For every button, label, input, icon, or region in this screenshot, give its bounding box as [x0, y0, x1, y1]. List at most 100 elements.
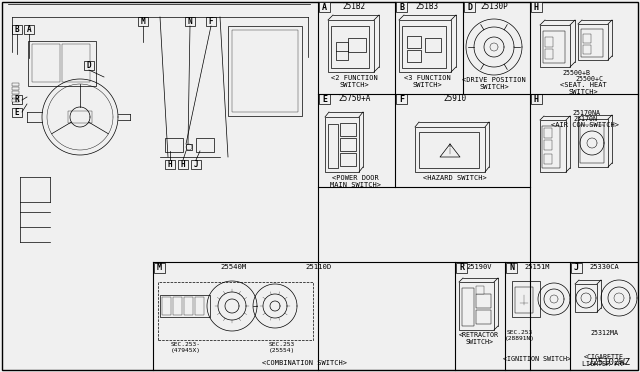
Bar	[24, 25, 34, 34]
Text: <POWER DOOR
MAIN SWITCH>: <POWER DOOR MAIN SWITCH>	[330, 175, 381, 188]
Text: J: J	[194, 160, 198, 169]
Bar	[191, 160, 201, 169]
Bar	[348, 38, 366, 52]
Bar	[228, 26, 302, 116]
Text: R: R	[15, 95, 19, 104]
Bar	[544, 140, 552, 150]
Text: J25102WZ: J25102WZ	[587, 358, 630, 367]
Text: <RETRACTOR
SWITCH>: <RETRACTOR SWITCH>	[459, 332, 499, 345]
Text: 25500+C: 25500+C	[575, 76, 603, 82]
Bar	[138, 17, 148, 26]
Bar	[331, 26, 369, 68]
Bar	[162, 297, 171, 315]
Text: H: H	[180, 160, 186, 169]
Bar	[173, 297, 182, 315]
Bar	[540, 120, 566, 172]
Text: M: M	[157, 263, 162, 273]
Text: 25190V: 25190V	[467, 264, 492, 270]
Bar	[336, 42, 348, 60]
Bar	[407, 36, 421, 48]
Bar	[328, 20, 374, 72]
Text: 251B2: 251B2	[342, 2, 365, 11]
Text: <3 FUNCTION
SWITCH>: <3 FUNCTION SWITCH>	[404, 75, 451, 88]
Bar	[580, 125, 604, 163]
Text: <COMBINATION SWITCH>: <COMBINATION SWITCH>	[262, 360, 348, 366]
Bar	[196, 138, 214, 152]
Text: A: A	[27, 25, 31, 34]
Bar	[575, 284, 597, 312]
Bar	[68, 111, 92, 123]
Text: 25910: 25910	[444, 94, 467, 103]
Bar	[545, 49, 553, 59]
Bar	[459, 282, 494, 330]
Bar	[325, 117, 359, 172]
Text: <IGNITION SWITCH>: <IGNITION SWITCH>	[503, 356, 571, 362]
Text: SEC.253-
(47945X): SEC.253- (47945X)	[171, 342, 201, 353]
Bar	[232, 30, 298, 112]
Text: H: H	[534, 94, 539, 103]
Text: R: R	[459, 263, 464, 273]
Bar	[184, 297, 193, 315]
Bar	[328, 124, 338, 168]
Text: B: B	[399, 3, 404, 12]
Text: 25312MA: 25312MA	[590, 330, 618, 336]
Bar	[571, 263, 582, 273]
Bar	[462, 288, 474, 326]
Bar	[407, 50, 421, 62]
Bar	[340, 138, 356, 151]
Bar	[12, 95, 19, 98]
Bar	[476, 310, 491, 324]
Bar	[340, 123, 356, 136]
Text: D: D	[86, 61, 92, 70]
Bar	[178, 160, 188, 169]
Bar	[396, 94, 407, 104]
Bar	[12, 83, 19, 86]
Text: 25330CA: 25330CA	[589, 264, 619, 270]
Text: <CIGARETTE
LIGHTER FR>: <CIGARETTE LIGHTER FR>	[582, 354, 626, 367]
Bar	[160, 295, 210, 317]
Text: N: N	[188, 17, 192, 26]
Text: M: M	[141, 17, 145, 26]
Text: 25130P: 25130P	[480, 2, 508, 11]
Text: SEC.253
(28891N): SEC.253 (28891N)	[505, 330, 535, 341]
Bar	[581, 29, 603, 57]
Bar	[206, 17, 216, 26]
Text: <SEAT. HEAT
SWITCH>: <SEAT. HEAT SWITCH>	[559, 82, 606, 95]
Bar	[340, 153, 356, 166]
Text: D: D	[467, 3, 472, 12]
Bar	[84, 61, 94, 70]
Text: 25151M: 25151M	[524, 264, 550, 270]
Bar	[165, 160, 175, 169]
Text: H: H	[168, 160, 172, 169]
Text: 25110D: 25110D	[305, 264, 332, 270]
Bar	[476, 286, 484, 294]
Text: 25500+B: 25500+B	[562, 70, 590, 76]
Text: H: H	[534, 3, 539, 12]
Bar	[12, 95, 22, 104]
Bar	[12, 87, 19, 90]
Bar	[319, 94, 330, 104]
Text: SEC.253
(25554): SEC.253 (25554)	[269, 342, 295, 353]
Bar	[545, 37, 553, 47]
Text: 25170N: 25170N	[573, 116, 597, 122]
Text: B: B	[15, 25, 19, 34]
Bar	[531, 2, 542, 12]
Bar	[544, 128, 552, 138]
Bar	[62, 44, 90, 82]
Bar	[399, 20, 451, 72]
Text: F: F	[209, 17, 213, 26]
Bar	[415, 127, 485, 172]
Bar	[32, 44, 60, 82]
Bar	[456, 263, 467, 273]
Bar	[583, 45, 591, 54]
Bar	[402, 26, 446, 68]
Text: 25170NA: 25170NA	[572, 110, 600, 116]
Bar	[578, 24, 608, 60]
Bar	[578, 119, 608, 167]
Text: <2 FUNCTION
SWITCH>: <2 FUNCTION SWITCH>	[331, 75, 378, 88]
Bar	[12, 108, 22, 117]
Bar	[515, 287, 533, 313]
Bar	[12, 25, 22, 34]
Text: 251B3: 251B3	[415, 2, 438, 11]
Text: N: N	[509, 263, 514, 273]
